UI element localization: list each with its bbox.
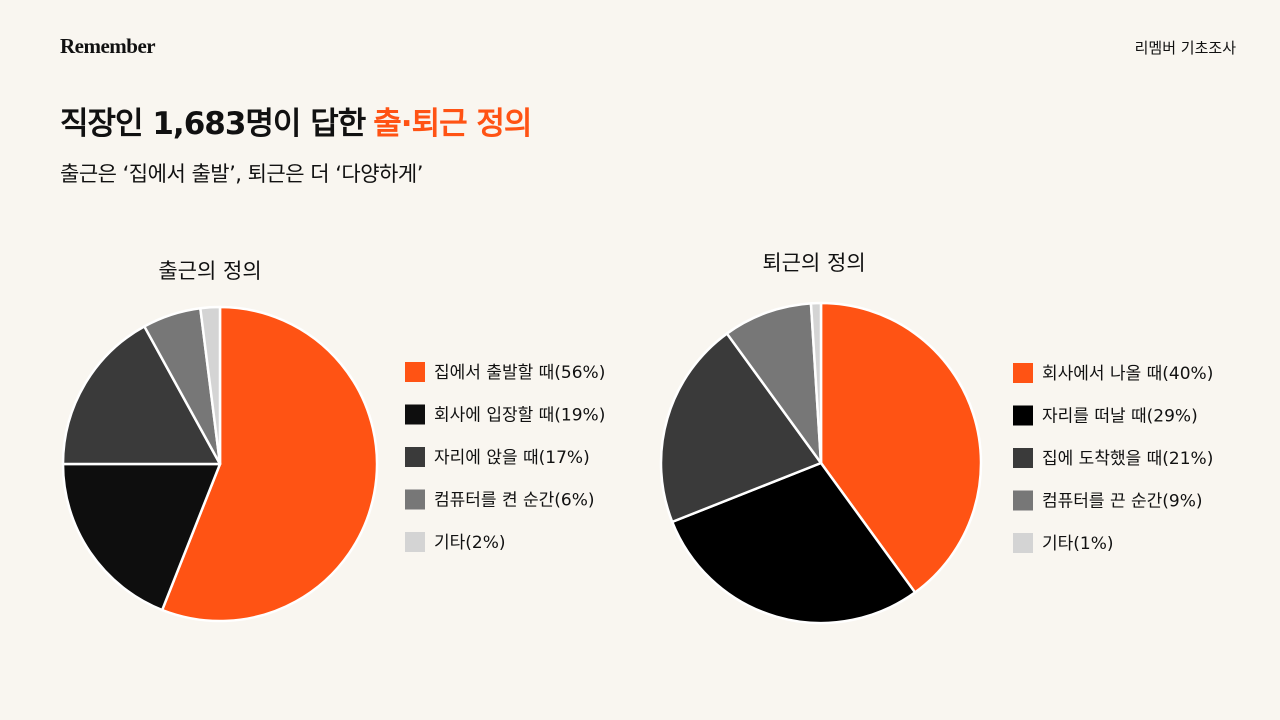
legend-value: (56%)	[554, 363, 605, 383]
legend-swatch	[1013, 533, 1033, 553]
title-text: 직장인 1,683명이 답한	[60, 106, 366, 142]
legend-value: (9%)	[1162, 492, 1202, 512]
legend-label: 회사에서 나올 때(40%)	[1042, 364, 1213, 384]
legend-label: 기타(1%)	[1042, 534, 1114, 554]
legend-swatch	[1013, 405, 1033, 426]
legend-value: (1%)	[1073, 534, 1113, 554]
pie-slice	[809, 301, 823, 465]
source-label: 리멤버 기초조사	[1134, 39, 1236, 57]
legend-label: 자리에 앉을 때(17%)	[434, 448, 590, 468]
legend-category: 컴퓨터를 끈 순간	[1042, 492, 1163, 512]
chart-title: 퇴근의 정의	[762, 251, 865, 275]
legend-category: 회사에서 나올 때	[1042, 364, 1162, 384]
legend-label: 집에서 출발할 때(56%)	[434, 363, 605, 383]
legend-swatch	[1013, 490, 1033, 511]
pie-slice	[659, 332, 823, 524]
legend-category: 컴퓨터를 켠 순간	[434, 491, 555, 511]
legend-swatch	[405, 404, 425, 425]
legend-value: (19%)	[554, 406, 605, 426]
pie-slice	[160, 305, 379, 623]
legend-swatch	[405, 489, 425, 510]
pie-slice	[199, 305, 222, 466]
chart-title: 출근의 정의	[158, 259, 261, 283]
legend-swatch	[405, 362, 425, 382]
legend-value: (29%)	[1147, 407, 1198, 427]
brand-logo: Remember	[60, 34, 156, 58]
legend-category: 회사에 입장할 때	[434, 406, 554, 426]
legend-label: 집에 도착했을 때(21%)	[1042, 449, 1213, 469]
legend-swatch	[1013, 448, 1033, 468]
legend-label: 자리를 떠날 때(29%)	[1042, 407, 1198, 427]
pie-slice	[670, 461, 917, 625]
legend-value: (6%)	[554, 491, 594, 511]
pie-slice	[819, 301, 983, 594]
legend-swatch	[405, 447, 425, 467]
pie-slice	[725, 302, 823, 465]
legend-category: 집에서 출발할 때	[434, 363, 554, 383]
title-highlight: 출·퇴근 정의	[373, 106, 532, 142]
legend-swatch	[1013, 363, 1033, 383]
page-subtitle: 출근은 ‘집에서 출발’, 퇴근은 더 ‘다양하게’	[60, 162, 423, 186]
page-title: 직장인 1,683명이 답한 출·퇴근 정의	[60, 98, 532, 143]
legend-label: 회사에 입장할 때(19%)	[434, 406, 605, 426]
legend-category: 기타	[1042, 534, 1074, 554]
legend-category: 기타	[434, 533, 466, 553]
legend-value: (21%)	[1162, 449, 1213, 469]
legend-swatch	[405, 532, 425, 552]
legend-value: (2%)	[465, 533, 505, 553]
legend-category: 집에 도착했을 때	[1042, 449, 1162, 469]
pie-slice	[61, 462, 222, 612]
pie-slice	[61, 325, 222, 466]
legend-label: 컴퓨터를 켠 순간(6%)	[434, 491, 595, 511]
legend-label: 컴퓨터를 끈 순간(9%)	[1042, 492, 1203, 512]
legend-category: 자리를 떠날 때	[1042, 407, 1147, 427]
legend-value: (40%)	[1162, 364, 1213, 384]
legend-category: 자리에 앉을 때	[434, 448, 539, 468]
legend-label: 기타(2%)	[434, 533, 506, 553]
legend-value: (17%)	[539, 448, 590, 468]
